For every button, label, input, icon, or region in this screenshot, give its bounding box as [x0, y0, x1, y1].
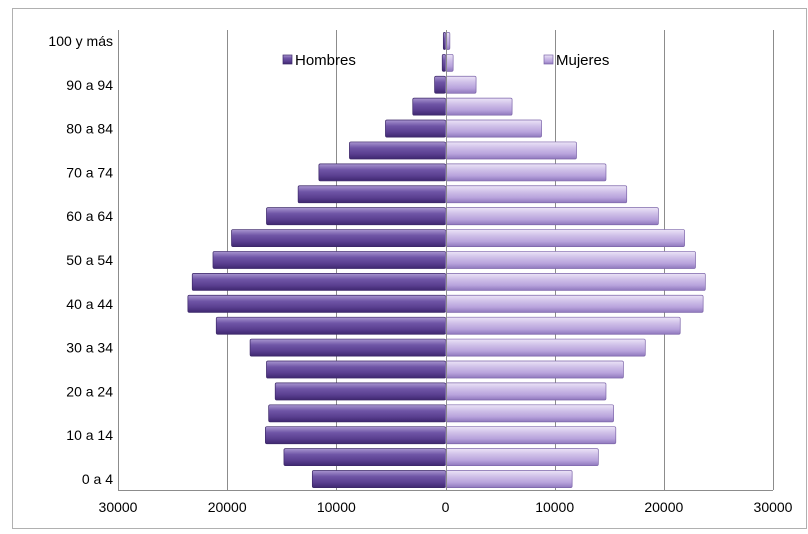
y-tick-label: 60 a 64: [66, 208, 113, 224]
bar-mujeres-9: [445, 273, 706, 291]
legend-swatch: [282, 54, 293, 65]
bar-hombres-9: [191, 273, 446, 291]
bar-mujeres-5: [445, 360, 624, 379]
legend-label: Mujeres: [556, 52, 609, 69]
legend-item-hombres: Hombres: [282, 52, 356, 69]
y-tick-label: 70 a 74: [66, 164, 113, 180]
bar-hombres-5: [266, 360, 446, 379]
bar-hombres-11: [231, 229, 446, 247]
bar-hombres-10: [212, 251, 446, 269]
bar-hombres-16: [385, 119, 446, 138]
x-tick-label: 20000: [208, 499, 247, 515]
y-tick-label: 10 a 14: [66, 427, 113, 443]
bar-mujeres-4: [445, 382, 607, 401]
bar-mujeres-12: [445, 207, 659, 226]
y-tick-label: 50 a 54: [66, 252, 113, 268]
bar-hombres-0: [311, 470, 446, 488]
legend-item-mujeres: Mujeres: [543, 52, 609, 69]
bar-mujeres-1: [445, 448, 599, 467]
bar-mujeres-15: [445, 141, 577, 160]
bar-hombres-2: [265, 426, 446, 445]
bar-hombres-15: [349, 141, 446, 160]
y-tick-label: 20 a 24: [66, 383, 113, 399]
bar-mujeres-16: [445, 119, 542, 138]
bar-hombres-18: [434, 75, 446, 94]
y-tick-label: 100 y más: [48, 33, 113, 49]
x-tick-label: 10000: [317, 499, 356, 515]
bar-mujeres-0: [445, 470, 573, 488]
bar-mujeres-11: [445, 229, 685, 247]
bar-mujeres-2: [445, 426, 617, 445]
bar-mujeres-10: [445, 251, 696, 269]
bar-mujeres-7: [445, 316, 681, 335]
bar-mujeres-3: [445, 404, 614, 423]
bar-hombres-4: [274, 382, 446, 401]
bar-mujeres-14: [445, 163, 607, 182]
bar-hombres-3: [268, 404, 446, 423]
bar-mujeres-8: [445, 294, 704, 313]
x-tick-label: 0: [442, 499, 450, 515]
x-tick-label: 10000: [535, 499, 574, 515]
bar-hombres-13: [297, 185, 446, 204]
y-tick-label: 40 a 44: [66, 296, 113, 312]
y-tick-label: 0 a 4: [82, 471, 113, 487]
x-tick-label: 30000: [754, 499, 793, 515]
bar-hombres-1: [283, 448, 446, 467]
bar-mujeres-17: [445, 97, 513, 116]
bar-mujeres-19: [445, 53, 454, 72]
legend-swatch: [543, 54, 554, 65]
bar-hombres-17: [412, 97, 446, 116]
y-tick-label: 30 a 34: [66, 340, 113, 356]
legend-label: Hombres: [295, 52, 356, 69]
bar-mujeres-18: [445, 75, 477, 94]
bar-hombres-14: [318, 163, 446, 182]
y-tick-label: 90 a 94: [66, 77, 113, 93]
bar-hombres-6: [249, 338, 446, 357]
x-tick-label: 30000: [99, 499, 138, 515]
bar-hombres-8: [187, 294, 446, 313]
y-tick-label: 80 a 84: [66, 121, 113, 137]
bar-mujeres-6: [445, 338, 646, 357]
bar-hombres-12: [266, 207, 446, 226]
bar-mujeres-13: [445, 185, 628, 204]
x-tick-label: 20000: [644, 499, 683, 515]
bar-hombres-7: [215, 316, 446, 335]
bar-hombres-19: [441, 53, 446, 72]
chart-frame: [12, 8, 807, 529]
